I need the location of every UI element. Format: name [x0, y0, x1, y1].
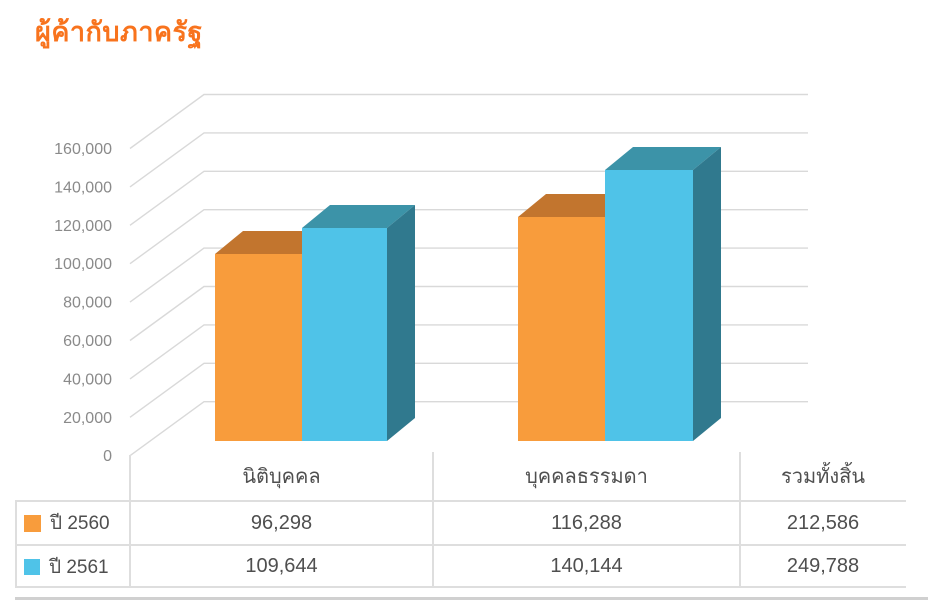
legend-swatch-2560-icon	[24, 514, 41, 532]
value-2561-total: 249,788	[786, 555, 860, 577]
table-border-sep-total	[739, 452, 741, 588]
page-title: ผู้ค้ากับภาครัฐ	[35, 17, 203, 47]
table-border-row2-bottom	[15, 586, 906, 588]
ytick-80000: 80,000	[63, 295, 112, 312]
value-2561-cat1: 109,644	[245, 555, 318, 577]
legend-label-2560: ปี 2560	[50, 513, 110, 534]
table-border-axis	[129, 455, 131, 588]
legend-row-2560: ปี 2560	[15, 502, 130, 544]
bar-2560-cat2-top[interactable]	[518, 194, 633, 217]
bar-2560-cat2-face[interactable]	[518, 217, 605, 441]
bar-group-2	[518, 147, 721, 441]
bar-2561-cat2-side[interactable]	[693, 147, 721, 441]
bar-2561-cat2-face[interactable]	[605, 170, 693, 441]
table-header-cat1: นิติบุคคล	[242, 466, 321, 488]
value-2561-cat2: 140,144	[550, 555, 623, 577]
bar-2560-cat1-top[interactable]	[215, 231, 330, 254]
table-border-outer-bottom	[15, 597, 928, 600]
bar-2560-cat1-face[interactable]	[215, 254, 302, 441]
legend-label-2561: ปี 2561	[49, 556, 109, 578]
ytick-120000: 120,000	[54, 218, 112, 235]
ytick-160000: 160,000	[54, 141, 112, 158]
table-header-total: รวมทั้งสิ้น	[781, 466, 865, 488]
bar-group-1	[215, 205, 415, 441]
y-axis-labels: 160,000 140,000 120,000 100,000 80,000 6…	[54, 141, 112, 465]
table-border-header-bottom	[15, 500, 906, 502]
value-2560-cat2: 116,288	[551, 511, 622, 534]
value-2560-total: 212,586	[786, 511, 860, 534]
ytick-40000: 40,000	[63, 371, 112, 388]
table-border-row1-bottom	[15, 544, 906, 546]
table-border-sep-cat2	[432, 452, 434, 588]
ytick-140000: 140,000	[54, 179, 112, 196]
table-header-cat2: บุคคลธรรมดา	[525, 466, 648, 488]
bar-2561-cat2-top[interactable]	[605, 147, 721, 170]
legend-row-2561: ปี 2561	[15, 546, 130, 587]
bar-2561-cat1-side[interactable]	[387, 205, 415, 441]
value-2560-cat1: 96,298	[250, 511, 313, 534]
table-border-left	[15, 501, 17, 588]
ytick-100000: 100,000	[54, 256, 112, 273]
ytick-0: 0	[103, 448, 112, 465]
legend-swatch-2561-icon	[24, 558, 40, 575]
ytick-20000: 20,000	[63, 410, 112, 427]
ytick-60000: 60,000	[63, 333, 112, 350]
bar-2561-cat1-top[interactable]	[302, 205, 415, 228]
bar-2561-cat1-face[interactable]	[302, 228, 387, 441]
